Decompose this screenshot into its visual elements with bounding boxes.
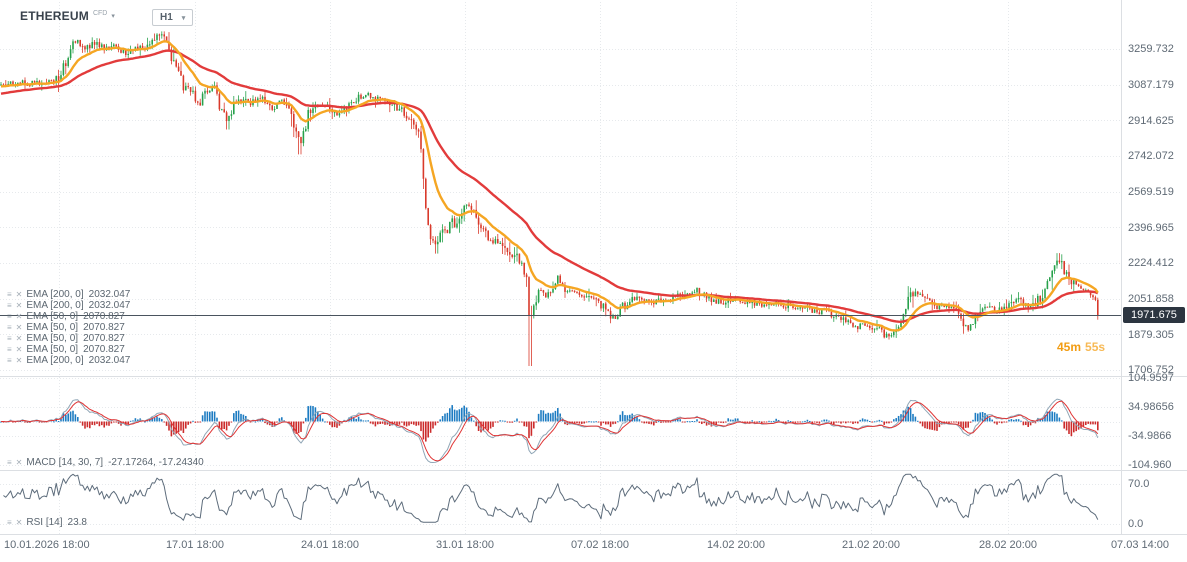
price-axis-label: 2396.965 — [1128, 222, 1174, 234]
countdown-seconds: 55s — [1085, 340, 1106, 354]
macd-indicator-row: ≡ ✕ MACD [14, 30, 7] -27.17264, -17.24340 — [7, 457, 204, 468]
indicator-row: ≡ ✕ EMA [200, 0] 2032.047 — [7, 355, 130, 366]
indicator-remove-icon[interactable]: ✕ — [15, 457, 23, 467]
indicator-settings-icon[interactable]: ≡ — [7, 289, 12, 299]
indicator-value: 2070.827 — [83, 344, 125, 355]
time-axis-label: 17.01 18:00 — [165, 539, 225, 551]
price-axis-label: 2914.625 — [1128, 115, 1174, 127]
indicator-remove-icon[interactable]: ✕ — [15, 333, 23, 343]
indicator-label: EMA [200, 0] — [26, 300, 84, 311]
price-axis-label: 1879.305 — [1128, 329, 1174, 341]
timeframe-selector[interactable]: H1 ▾ — [152, 9, 194, 26]
macd-values: -27.17264, -17.24340 — [108, 457, 204, 468]
indicator-label: EMA [50, 0] — [26, 311, 79, 322]
indicator-settings-icon[interactable]: ≡ — [7, 322, 12, 332]
indicator-row: ≡ ✕ EMA [50, 0] 2070.827 — [7, 311, 125, 322]
indicator-settings-icon[interactable]: ≡ — [7, 355, 12, 365]
candle-countdown-timer: 45m 55s — [1057, 340, 1105, 354]
indicator-label: EMA [50, 0] — [26, 344, 79, 355]
macd-label: MACD [14, 30, 7] — [26, 457, 104, 468]
indicator-label: EMA [50, 0] — [26, 322, 79, 333]
price-axis-label: 2051.858 — [1128, 293, 1174, 305]
price-axis-separator — [1121, 0, 1122, 534]
indicator-remove-icon[interactable]: ✕ — [15, 300, 23, 310]
macd-axis-label: -34.9866 — [1128, 430, 1172, 442]
indicator-settings-icon[interactable]: ≡ — [7, 457, 12, 467]
price-axis-label: 2569.519 — [1128, 186, 1174, 198]
indicator-remove-icon[interactable]: ✕ — [15, 289, 23, 299]
rsi-label: RSI [14] — [26, 517, 63, 528]
indicator-settings-icon[interactable]: ≡ — [7, 344, 12, 354]
time-axis-label: 10.01.2026 18:00 — [4, 539, 90, 551]
timeframe-label: H1 — [160, 12, 173, 23]
indicator-row: ≡ ✕ EMA [200, 0] 2032.047 — [7, 300, 130, 311]
rsi-axis-label: 0.0 — [1128, 518, 1144, 530]
chevron-down-icon: ▾ — [181, 15, 186, 22]
instrument-selector[interactable]: ETHEREUM CFD ▾ — [20, 9, 115, 23]
time-axis-label: 31.01 18:00 — [435, 539, 495, 551]
price-axis-label: 1706.752 — [1128, 364, 1174, 376]
indicator-row: ≡ ✕ EMA [50, 0] 2070.827 — [7, 333, 125, 344]
time-axis-label: 28.02 20:00 — [978, 539, 1038, 551]
indicator-settings-icon[interactable]: ≡ — [7, 311, 12, 321]
indicator-label: EMA [200, 0] — [26, 355, 84, 366]
instrument-type-label: CFD — [92, 10, 108, 17]
rsi-value: 23.8 — [67, 517, 87, 528]
rsi-axis-label: 70.0 — [1128, 478, 1150, 490]
indicator-value: 2070.827 — [83, 322, 125, 333]
macd-axis-label: -104.960 — [1128, 459, 1172, 471]
indicator-row: ≡ ✕ EMA [50, 0] 2070.827 — [7, 344, 125, 355]
indicator-value: 2032.047 — [88, 300, 131, 311]
indicator-label: EMA [200, 0] — [26, 289, 84, 300]
time-axis-label: 24.01 18:00 — [300, 539, 360, 551]
price-axis-label: 3259.732 — [1128, 43, 1174, 55]
instrument-name: ETHEREUM — [20, 9, 89, 23]
indicator-settings-icon[interactable]: ≡ — [7, 517, 12, 527]
indicator-row: ≡ ✕ EMA [50, 0] 2070.827 — [7, 322, 125, 333]
indicator-value: 2070.827 — [83, 333, 125, 344]
chevron-down-icon: ▾ — [111, 13, 115, 20]
price-axis-label: 2224.412 — [1128, 257, 1174, 269]
time-axis-label: 21.02 20:00 — [841, 539, 901, 551]
indicator-label: EMA [50, 0] — [26, 333, 79, 344]
price-axis-label: 3087.179 — [1128, 79, 1174, 91]
indicator-remove-icon[interactable]: ✕ — [15, 311, 23, 321]
indicator-remove-icon[interactable]: ✕ — [15, 355, 23, 365]
panel-separator — [0, 376, 1187, 377]
rsi-indicator-row: ≡ ✕ RSI [14] 23.8 — [7, 517, 87, 528]
time-axis-label: 14.02 20:00 — [706, 539, 766, 551]
indicator-value: 2032.047 — [88, 355, 131, 366]
price-axis-label: 2742.072 — [1128, 150, 1174, 162]
indicator-row: ≡ ✕ EMA [200, 0] 2032.047 — [7, 289, 130, 300]
indicator-settings-icon[interactable]: ≡ — [7, 300, 12, 310]
macd-axis-label: 34.98656 — [1128, 401, 1174, 413]
indicator-remove-icon[interactable]: ✕ — [15, 517, 23, 527]
panel-separator — [0, 534, 1187, 535]
panel-separator — [0, 470, 1187, 471]
current-price-badge: 1971.675 — [1123, 307, 1185, 323]
indicator-value: 2070.827 — [83, 311, 125, 322]
countdown-minutes: 45m — [1057, 340, 1082, 354]
macd-axis-label: 104.9597 — [1128, 372, 1174, 384]
indicator-value: 2032.047 — [88, 289, 131, 300]
time-axis-label: 07.02 18:00 — [570, 539, 630, 551]
indicator-remove-icon[interactable]: ✕ — [15, 344, 23, 354]
indicator-remove-icon[interactable]: ✕ — [15, 322, 23, 332]
indicator-settings-icon[interactable]: ≡ — [7, 333, 12, 343]
time-axis-label: 07.03 14:00 — [1110, 539, 1170, 551]
